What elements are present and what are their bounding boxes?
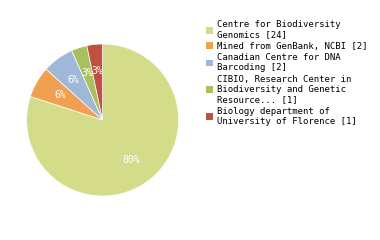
Wedge shape: [72, 46, 103, 120]
Text: 6%: 6%: [68, 75, 79, 85]
Text: 6%: 6%: [54, 90, 66, 100]
Text: 3%: 3%: [92, 66, 103, 76]
Text: 3%: 3%: [81, 68, 93, 78]
Wedge shape: [27, 44, 179, 196]
Text: 80%: 80%: [123, 155, 141, 165]
Wedge shape: [46, 51, 103, 120]
Wedge shape: [30, 69, 103, 120]
Legend: Centre for Biodiversity
Genomics [24], Mined from GenBank, NCBI [2], Canadian Ce: Centre for Biodiversity Genomics [24], M…: [206, 20, 367, 126]
Wedge shape: [87, 44, 103, 120]
